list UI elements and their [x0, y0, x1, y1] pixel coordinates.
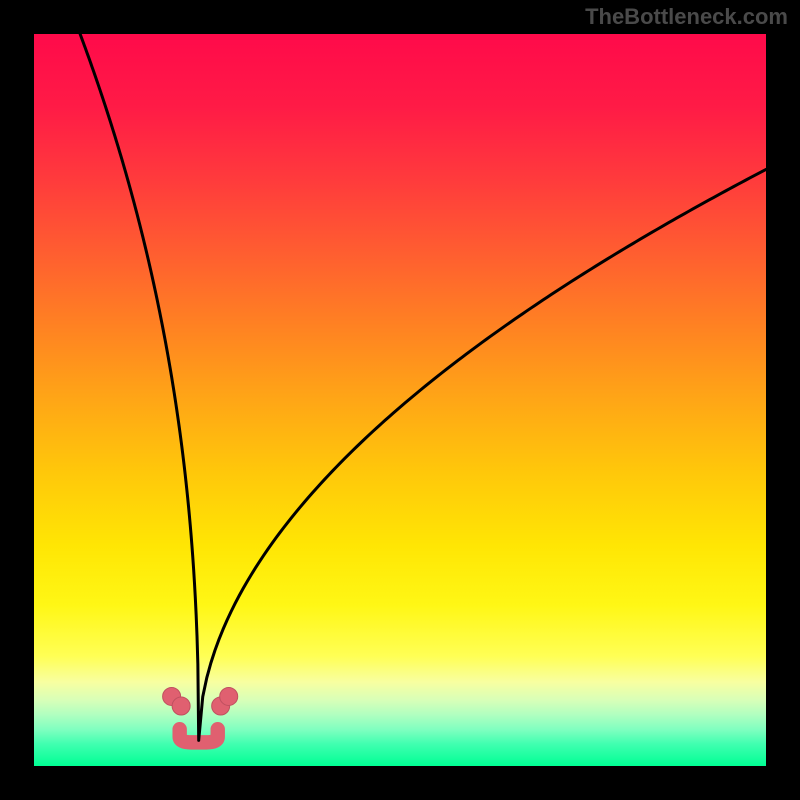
curve-line — [80, 34, 766, 740]
chart-plot-area — [34, 34, 766, 766]
marker-dot — [220, 687, 238, 705]
bottleneck-curve — [34, 34, 766, 766]
watermark-label: TheBottleneck.com — [585, 4, 788, 30]
marker-dot — [172, 697, 190, 715]
